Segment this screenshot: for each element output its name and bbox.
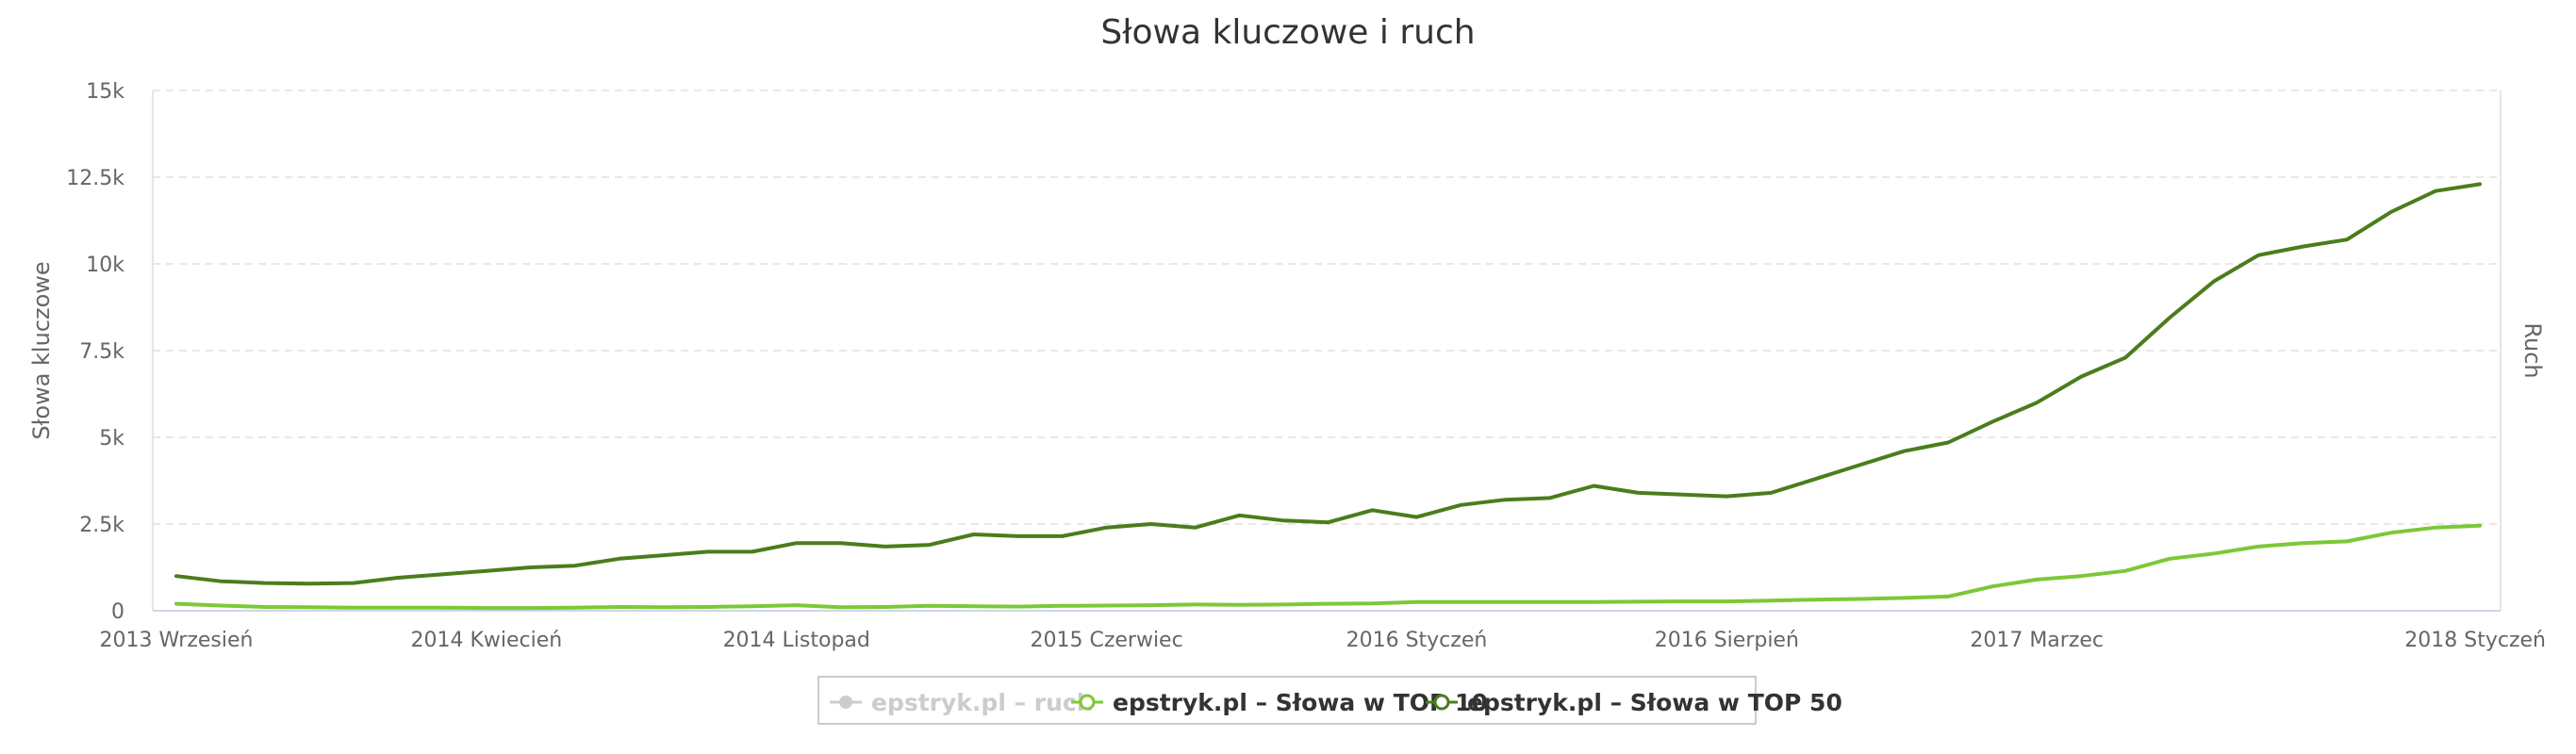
- y-tick-label: 15k: [86, 80, 124, 104]
- series-line-1: [174, 523, 2482, 611]
- y-tick-label: 7.5k: [79, 340, 124, 364]
- y-tick-label: 2.5k: [79, 514, 124, 537]
- legend-label-ruch: epstryk.pl – ruch: [871, 689, 1094, 716]
- grid: [153, 90, 2501, 525]
- x-tick-label: 2013 Wrzesień: [100, 629, 254, 652]
- y-tick-label: 0: [111, 600, 124, 624]
- x-tick-label: 2018 Styczeń: [2404, 629, 2546, 652]
- series-line-2: [174, 182, 2482, 586]
- y-tick-label: 10k: [86, 254, 124, 277]
- legend-label-top50: epstryk.pl – Słowa w TOP 50: [1467, 689, 1842, 716]
- x-axis: 2013 Wrzesień 2014 Kwiecień 2014 Listopad 2…: [100, 629, 2546, 652]
- y-axis: 0 2.5k 5k 7.5k 10k 12.5k 15k: [66, 80, 124, 624]
- y-axis-title: Słowa kluczowe: [28, 261, 55, 439]
- y-tick-label: 12.5k: [66, 167, 124, 190]
- plot-frame: [152, 90, 2502, 612]
- legend-label-top10: epstryk.pl – Słowa w TOP 10: [1113, 689, 1488, 716]
- legend-item-top10[interactable]: epstryk.pl – Słowa w TOP 10: [1071, 689, 1488, 716]
- x-tick-label: 2016 Sierpień: [1655, 629, 1799, 652]
- legend-marker-icon: [1433, 694, 1450, 711]
- x-tick-label: 2014 Kwiecień: [410, 629, 562, 652]
- x-tick-label: 2017 Marzec: [1970, 629, 2104, 652]
- x-tick-label: 2016 Styczeń: [1346, 629, 1488, 652]
- legend-item-top50[interactable]: epstryk.pl – Słowa w TOP 50: [1426, 689, 1842, 716]
- legend-marker-icon: [839, 696, 852, 709]
- legend-item-ruch[interactable]: epstryk.pl – ruch: [830, 689, 1094, 716]
- y-tick-label: 5k: [99, 427, 124, 451]
- x-tick-label: 2015 Czerwiec: [1030, 629, 1182, 652]
- legend-box: [817, 676, 1757, 725]
- x-tick-label: 2014 Listopad: [723, 629, 870, 652]
- series-layer: [174, 182, 2482, 611]
- y-axis-right-title: Ruch: [2519, 322, 2546, 378]
- legend: epstryk.pl – ruch epstryk.pl – Słowa w T…: [817, 676, 1842, 725]
- legend-marker-icon: [1079, 694, 1096, 711]
- chart-title: Słowa kluczowe i ruch: [1100, 13, 1475, 52]
